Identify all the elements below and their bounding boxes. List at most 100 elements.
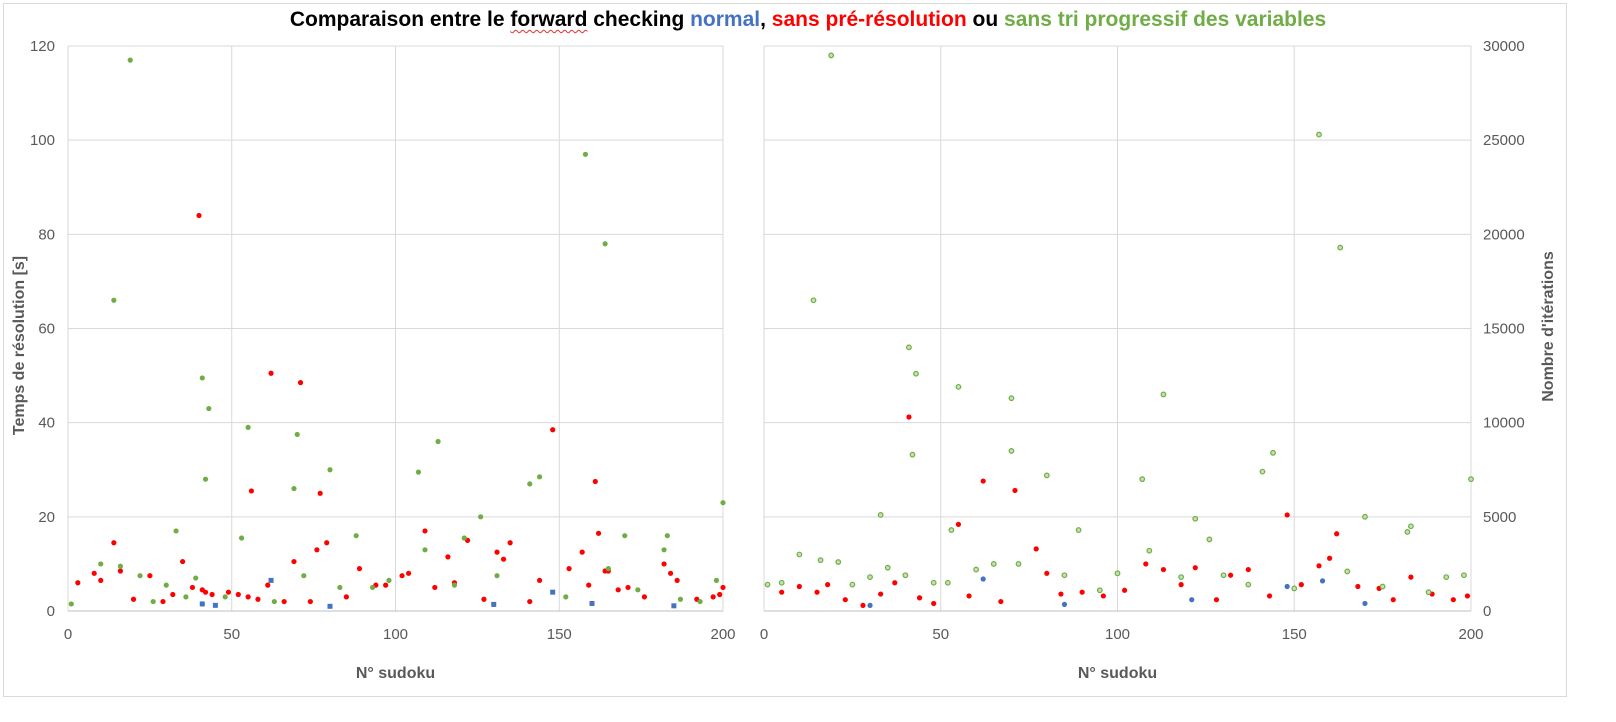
left-point-sans-pr-r-solution [324,540,330,546]
right-ytick-label: 10000 [1483,415,1525,432]
right-point-sans-tri-progressif-des-variables [1404,529,1411,535]
right-point-sans-pr-r-solution [1079,589,1085,595]
left-point-sans-pr-r-solution [668,570,674,576]
left-point-sans-tri-progressif-des-variables [415,469,422,475]
right-point-sans-tri-progressif-des-variables [1206,536,1213,543]
right-point-sans-tri-progressif-des-variables [884,564,891,571]
right-point-sans-pr-r-solution [842,597,848,603]
left-point-sans-tri-progressif-des-variables [563,594,569,600]
left-point-sans-pr-r-solution [160,598,166,605]
left-point-sans-tri-progressif-des-variables [664,533,670,539]
left-point-sans-tri-progressif-des-variables [478,514,484,520]
left-point-sans-tri-progressif-des-variables [193,575,199,581]
left-y-axis-title: Temps de résolution [s] [11,256,28,435]
left-point-sans-pr-r-solution [281,598,287,605]
right-point-sans-pr-r-solution [1390,597,1396,603]
left-point-sans-tri-progressif-des-variables [127,57,133,63]
right-point-sans-pr-r-solution [892,580,898,586]
right-point-sans-pr-r-solution [796,583,802,590]
left-point-sans-pr-r-solution [180,558,186,565]
right-point-normal [1189,597,1195,603]
title-series-normal: normal [690,8,761,31]
left-point-sans-pr-r-solution [117,568,123,574]
left-ytick-label: 100 [30,132,55,149]
right-point-sans-tri-progressif-des-variables [828,52,835,59]
right-point-sans-tri-progressif-des-variables [817,557,824,564]
left-point-sans-tri-progressif-des-variables [527,481,533,487]
left-point-sans-pr-r-solution [507,540,513,546]
left-point-sans-tri-progressif-des-variables [291,485,297,492]
left-point-sans-pr-r-solution [625,584,631,591]
left-xtick-label: 150 [547,626,572,643]
right-point-sans-pr-r-solution [1213,597,1220,603]
right-point-sans-tri-progressif-des-variables [902,572,909,579]
left-point-sans-tri-progressif-des-variables [183,594,189,600]
right-point-sans-pr-r-solution [1121,587,1128,593]
right-point-sans-pr-r-solution [1044,570,1050,576]
left-point-sans-pr-r-solution [710,594,716,600]
right-point-sans-tri-progressif-des-variables [948,527,955,533]
right-point-sans-tri-progressif-des-variables [1291,585,1298,592]
right-point-sans-tri-progressif-des-variables [1015,561,1022,567]
left-point-sans-tri-progressif-des-variables [173,528,179,534]
left-point-sans-pr-r-solution [481,596,487,602]
right-point-sans-tri-progressif-des-variables [990,561,997,567]
right-point-sans-pr-r-solution [1160,566,1167,573]
right-point-sans-tri-progressif-des-variables [1379,583,1386,590]
left-point-sans-pr-r-solution [356,566,363,572]
left-point-sans-pr-r-solution [265,582,271,588]
left-point-sans-pr-r-solution [225,589,232,595]
left-point-normal [327,603,333,609]
right-point-sans-pr-r-solution [1355,583,1361,590]
left-point-sans-tri-progressif-des-variables [713,577,720,583]
right-point-sans-pr-r-solution [779,589,785,595]
right-point-sans-tri-progressif-des-variables [1114,570,1121,577]
left-point-sans-pr-r-solution [314,547,320,553]
right-point-normal [1319,578,1326,584]
right-point-sans-pr-r-solution [1284,512,1290,518]
left-point-sans-pr-r-solution [170,591,176,598]
right-point-sans-pr-r-solution [1266,593,1273,599]
title-comma: , [760,8,772,31]
right-point-sans-tri-progressif-des-variables [1139,476,1146,483]
left-point-sans-pr-r-solution [566,566,572,572]
left-point-sans-pr-r-solution [130,596,137,602]
title-text-1: Comparaison entre le [289,8,511,31]
left-point-sans-pr-r-solution [75,580,81,586]
right-point-normal [867,602,873,608]
left-point-sans-tri-progressif-des-variables [635,587,641,593]
left-point-sans-pr-r-solution [615,587,621,593]
left-point-sans-pr-r-solution [196,212,202,219]
left-point-sans-pr-r-solution [661,561,667,567]
left-point-sans-tri-progressif-des-variables [697,598,703,605]
right-point-sans-tri-progressif-des-variables [764,581,771,588]
right-point-sans-tri-progressif-des-variables [1461,572,1467,579]
right-xtick-label: 0 [760,626,768,643]
right-point-sans-pr-r-solution [1178,582,1184,588]
right-point-sans-tri-progressif-des-variables [1096,587,1103,594]
left-point-sans-tri-progressif-des-variables [222,594,228,600]
left-point-sans-tri-progressif-des-variables [271,598,277,605]
right-point-sans-pr-r-solution [1450,597,1456,603]
left-point-sans-pr-r-solution [189,584,196,591]
left-xtick-label: 200 [710,626,735,643]
right-point-sans-tri-progressif-des-variables [867,574,873,580]
right-point-sans-pr-r-solution [1298,582,1304,588]
left-point-sans-tri-progressif-des-variables [677,596,684,602]
left-point-normal [268,577,274,583]
left-ytick-label: 0 [47,603,55,620]
left-point-sans-pr-r-solution [297,380,304,386]
right-point-sans-pr-r-solution [1327,555,1333,561]
left-point-sans-pr-r-solution [111,540,117,546]
right-point-sans-pr-r-solution [998,598,1004,605]
left-point-sans-pr-r-solution [406,570,412,576]
left-point-sans-tri-progressif-des-variables [720,500,726,506]
left-point-sans-tri-progressif-des-variables [582,151,589,157]
right-point-sans-tri-progressif-des-variables [1160,391,1167,398]
title-text-forward: forward [510,8,588,31]
left-point-sans-tri-progressif-des-variables [605,566,611,572]
left-ytick-label: 80 [38,226,55,243]
right-point-sans-pr-r-solution [966,593,972,599]
right-point-sans-tri-progressif-des-variables [877,512,884,518]
right-point-normal [1061,601,1068,608]
